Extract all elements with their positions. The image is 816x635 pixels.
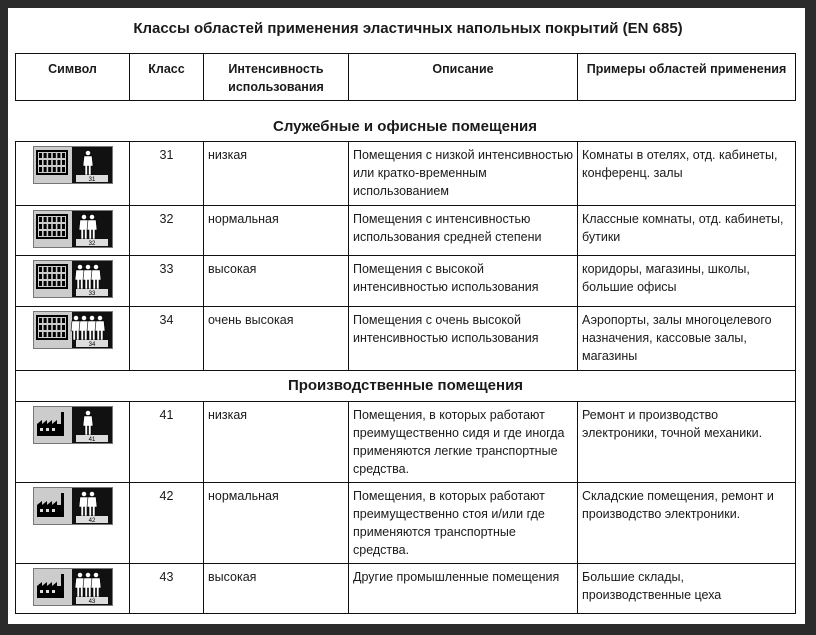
section-title-production: Производственные помещения: [15, 370, 796, 402]
description-cell: Помещения, в которых работают преимущест…: [348, 482, 578, 564]
column-header-symbol: Символ: [15, 53, 130, 101]
svg-text:34: 34: [88, 342, 95, 348]
page-title: Классы областей применения эластичных на…: [133, 20, 683, 37]
svg-text:32: 32: [88, 241, 95, 247]
description-cell: Другие промышленные помещения: [348, 563, 578, 614]
class-symbol: 42: [15, 482, 130, 564]
intensity-cell: высокая: [203, 563, 349, 614]
column-header-intensity: Интенсивность использования: [203, 53, 349, 101]
office-building-icon: 33: [32, 260, 113, 301]
examples-cell: Ремонт и производство электроники, точно…: [577, 401, 796, 483]
class-cell: 33: [129, 255, 204, 307]
class-symbol: 34: [15, 306, 130, 371]
class-cell: 43: [129, 563, 204, 614]
intensity-cell: низкая: [203, 401, 349, 483]
class-symbol: 43: [15, 563, 130, 614]
column-header-class: Класс: [129, 53, 204, 101]
intensity-cell: нормальная: [203, 205, 349, 256]
svg-text:31: 31: [88, 177, 95, 183]
description-cell: Помещения с интенсивностью использования…: [348, 205, 578, 256]
factory-icon: 42: [32, 487, 113, 528]
section-title-office: Служебные и офисные помещения: [272, 118, 538, 135]
document-page: Классы областей применения эластичных на…: [8, 8, 805, 624]
intensity-cell: нормальная: [203, 482, 349, 564]
examples-cell: коридоры, магазины, школы, большие офисы: [577, 255, 796, 307]
factory-icon: 41: [32, 406, 113, 447]
class-symbol: 32: [15, 205, 130, 256]
intensity-cell: высокая: [203, 255, 349, 307]
table-row: 32 32 нормальная Помещения с интенсивнос…: [15, 205, 796, 256]
table-row: 43 43 высокая Другие промышленные помеще…: [15, 563, 796, 614]
table-row: 34 34 очень высокая Помещения с очень вы…: [15, 306, 796, 371]
intensity-cell: низкая: [203, 141, 349, 206]
examples-cell: Большие склады, производственные цеха: [577, 563, 796, 614]
class-symbol: 33: [15, 255, 130, 307]
column-header-examples: Примеры областей применения: [577, 53, 796, 101]
table-row: 33 33 высокая Помещения с высокой интенс…: [15, 255, 796, 307]
table-row: 31 31 низкая Помещения с низкой интенсив…: [15, 141, 796, 206]
office-building-icon: 31: [32, 146, 113, 187]
table-header: Символ Класс Интенсивность использования…: [15, 53, 796, 101]
description-cell: Помещения с очень высокой интенсивностью…: [348, 306, 578, 371]
factory-icon: 43: [32, 568, 113, 609]
description-cell: Помещения, в которых работают преимущест…: [348, 401, 578, 483]
class-cell: 31: [129, 141, 204, 206]
description-cell: Помещения с низкой интенсивностью или кр…: [348, 141, 578, 206]
class-symbol: 31: [15, 141, 130, 206]
class-cell: 32: [129, 205, 204, 256]
class-cell: 42: [129, 482, 204, 564]
table-row: 42 42 нормальная Помещения, в которых ра…: [15, 482, 796, 564]
office-building-icon: 34: [32, 311, 113, 352]
examples-cell: Складские помещения, ремонт и производст…: [577, 482, 796, 564]
section-row-production: Производственные помещения: [15, 370, 796, 402]
class-symbol: 41: [15, 401, 130, 483]
class-cell: 41: [129, 401, 204, 483]
examples-cell: Аэропорты, залы многоцелевого назначения…: [577, 306, 796, 371]
office-building-icon: 32: [32, 210, 113, 251]
description-cell: Помещения с высокой интенсивностью испол…: [348, 255, 578, 307]
examples-cell: Комнаты в отелях, отд. кабинеты, конфере…: [577, 141, 796, 206]
classes-table: 31 31 низкая Помещения с низкой интенсив…: [15, 141, 796, 614]
svg-text:41: 41: [88, 437, 95, 443]
column-header-description: Описание: [348, 53, 578, 101]
table-row: 41 41 низкая Помещения, в которых работа…: [15, 401, 796, 483]
examples-cell: Классные комнаты, отд. кабинеты, бутики: [577, 205, 796, 256]
class-cell: 34: [129, 306, 204, 371]
svg-text:42: 42: [88, 518, 95, 524]
svg-text:43: 43: [88, 599, 95, 605]
intensity-cell: очень высокая: [203, 306, 349, 371]
svg-text:33: 33: [88, 291, 95, 297]
